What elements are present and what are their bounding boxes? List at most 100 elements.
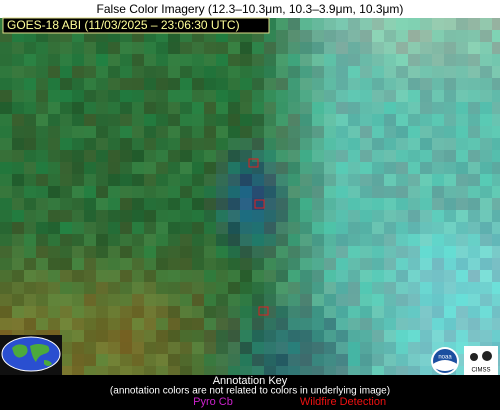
image-pixel: [96, 282, 108, 294]
image-pixel: [12, 162, 24, 174]
image-pixel: [360, 186, 372, 198]
image-pixel: [276, 222, 288, 234]
image-pixel: [216, 342, 228, 354]
image-pixel: [324, 318, 336, 330]
image-pixel: [480, 90, 492, 102]
image-pixel: [120, 90, 132, 102]
image-pixel: [144, 318, 156, 330]
image-pixel: [408, 294, 420, 306]
image-pixel: [48, 282, 60, 294]
image-pixel: [492, 42, 500, 54]
image-pixel: [444, 102, 456, 114]
image-pixel: [360, 234, 372, 246]
image-pixel: [192, 174, 204, 186]
image-pixel: [312, 186, 324, 198]
image-pixel: [96, 42, 108, 54]
image-pixel: [456, 270, 468, 282]
image-pixel: [228, 294, 240, 306]
image-pixel: [252, 330, 264, 342]
image-pixel: [192, 294, 204, 306]
image-pixel: [372, 66, 384, 78]
image-pixel: [192, 54, 204, 66]
image-pixel: [156, 66, 168, 78]
image-pixel: [492, 186, 500, 198]
image-pixel: [228, 42, 240, 54]
image-pixel: [276, 186, 288, 198]
image-pixel: [444, 330, 456, 342]
image-pixel: [192, 234, 204, 246]
image-pixel: [84, 66, 96, 78]
image-pixel: [12, 150, 24, 162]
image-pixel: [384, 354, 396, 366]
image-pixel: [60, 54, 72, 66]
image-pixel: [216, 42, 228, 54]
image-pixel: [396, 318, 408, 330]
image-pixel: [300, 30, 312, 42]
image-pixel: [348, 174, 360, 186]
image-pixel: [132, 102, 144, 114]
image-pixel: [48, 270, 60, 282]
image-pixel: [372, 306, 384, 318]
image-pixel: [168, 126, 180, 138]
image-pixel: [240, 342, 252, 354]
image-pixel: [72, 270, 84, 282]
image-pixel: [456, 294, 468, 306]
image-pixel: [108, 66, 120, 78]
image-pixel: [420, 114, 432, 126]
image-pixel: [60, 90, 72, 102]
image-pixel: [240, 126, 252, 138]
image-pixel: [408, 30, 420, 42]
image-pixel: [60, 234, 72, 246]
image-pixel: [444, 114, 456, 126]
image-pixel: [0, 138, 12, 150]
image-pixel: [372, 30, 384, 42]
image-pixel: [204, 150, 216, 162]
image-pixel: [180, 126, 192, 138]
image-pixel: [480, 42, 492, 54]
image-pixel: [24, 90, 36, 102]
image-pixel: [312, 66, 324, 78]
image-pixel: [348, 342, 360, 354]
image-pixel: [96, 366, 108, 375]
image-pixel: [336, 258, 348, 270]
image-pixel: [180, 258, 192, 270]
image-pixel: [0, 186, 12, 198]
image-pixel: [396, 54, 408, 66]
image-pixel: [240, 174, 252, 186]
image-pixel: [228, 126, 240, 138]
image-pixel: [156, 162, 168, 174]
image-pixel: [348, 18, 360, 30]
image-pixel: [132, 174, 144, 186]
image-pixel: [300, 90, 312, 102]
image-pixel: [276, 66, 288, 78]
image-pixel: [168, 258, 180, 270]
image-pixel: [276, 294, 288, 306]
image-pixel: [456, 138, 468, 150]
image-pixel: [432, 78, 444, 90]
image-pixel: [288, 282, 300, 294]
image-pixel: [96, 150, 108, 162]
image-pixel: [156, 330, 168, 342]
image-pixel: [24, 198, 36, 210]
image-label: GOES-18 ABI (11/03/2025 – 23:06:30 UTC): [7, 18, 240, 32]
image-pixel: [432, 234, 444, 246]
image-pixel: [408, 198, 420, 210]
image-pixel: [12, 138, 24, 150]
image-pixel: [420, 78, 432, 90]
image-pixel: [468, 18, 480, 30]
image-pixel: [360, 18, 372, 30]
image-pixel: [480, 306, 492, 318]
image-pixel: [288, 234, 300, 246]
image-pixel: [120, 54, 132, 66]
image-pixel: [492, 30, 500, 42]
image-pixel: [288, 162, 300, 174]
image-pixel: [432, 162, 444, 174]
image-pixel: [108, 222, 120, 234]
image-pixel: [444, 162, 456, 174]
image-pixel: [228, 90, 240, 102]
image-pixel: [216, 90, 228, 102]
image-pixel: [396, 366, 408, 375]
image-pixel: [24, 222, 36, 234]
image-pixel: [72, 306, 84, 318]
image-pixel: [12, 306, 24, 318]
